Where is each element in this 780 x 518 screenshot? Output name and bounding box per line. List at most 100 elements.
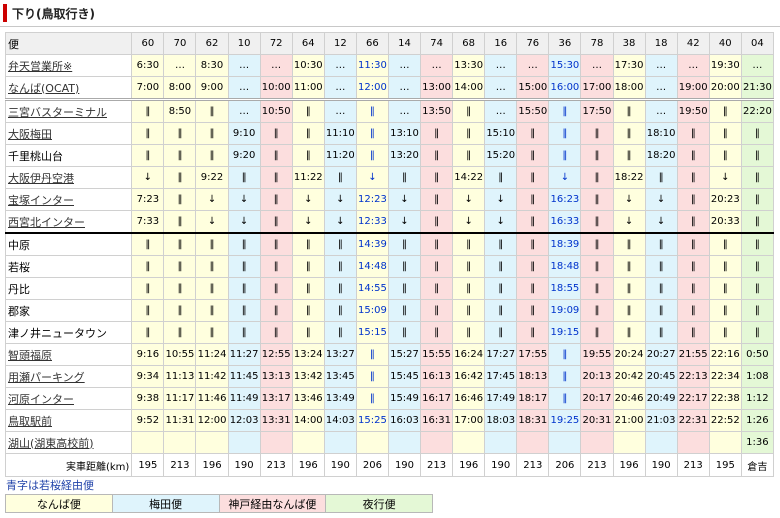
time-cell: ‖ [452, 255, 486, 278]
time-cell: 20:45 [644, 365, 678, 388]
time-cell: ‖ [227, 166, 261, 189]
time-cell: 17:30 [612, 54, 646, 77]
time-cell: ‖ [676, 122, 710, 145]
time-cell: ↓ [548, 166, 582, 189]
station-name[interactable]: 大阪伊丹空港 [4, 166, 133, 189]
distance-cell: 196 [452, 453, 486, 477]
distance-cell: 195 [708, 453, 742, 477]
time-cell: 14:55 [355, 277, 389, 300]
time-cell: 13:17 [259, 387, 293, 410]
header-label: 便 [4, 32, 133, 55]
time-cell: 1:08 [740, 365, 775, 388]
time-cell: 12:03 [227, 409, 261, 432]
time-cell: 18:55 [548, 277, 582, 300]
station-name[interactable]: 弁天営業所※ [4, 54, 133, 77]
time-cell: 7:00 [131, 76, 165, 101]
distance-cell: 206 [548, 453, 582, 477]
time-cell: 16:13 [420, 365, 454, 388]
station-name: 郡家 [4, 299, 133, 322]
time-cell [131, 431, 165, 454]
time-cell: ‖ [195, 277, 229, 300]
time-cell: 18:31 [516, 409, 550, 432]
time-cell: 10:50 [259, 99, 293, 123]
bus-number-70: 70 [163, 32, 197, 55]
time-cell [676, 431, 710, 454]
time-cell: 17:27 [484, 343, 518, 366]
time-cell: 9:20 [227, 144, 261, 167]
time-cell: 16:31 [420, 409, 454, 432]
time-cell: 17:00 [452, 409, 486, 432]
distance-cell: 196 [195, 453, 229, 477]
time-cell: 17:50 [580, 99, 614, 123]
time-cell: 18:20 [644, 144, 678, 167]
time-cell: 19:50 [676, 99, 710, 123]
time-cell: 10:00 [259, 76, 293, 101]
time-cell: … [420, 54, 454, 77]
bus-number-64: 64 [291, 32, 325, 55]
station-name[interactable]: 湖山(湖東高校前) [4, 431, 133, 454]
time-cell: ‖ [452, 122, 486, 145]
time-cell: 13:49 [323, 387, 357, 410]
station-name: 若桜 [4, 255, 133, 278]
time-cell: ‖ [740, 166, 775, 189]
time-cell: ↓ [452, 188, 486, 211]
station-name[interactable]: 宝塚インター [4, 188, 133, 211]
time-cell: ‖ [163, 144, 197, 167]
station-name[interactable]: 大阪梅田 [4, 122, 133, 145]
time-cell: 20:13 [580, 365, 614, 388]
time-cell: ‖ [740, 277, 775, 300]
time-cell: ↓ [387, 210, 422, 234]
time-cell: 22:16 [708, 343, 742, 366]
time-cell: 13:42 [291, 365, 325, 388]
time-cell: 14:39 [355, 232, 389, 256]
time-cell: ↓ [291, 188, 325, 211]
station-name[interactable]: なんば(OCAT) [4, 76, 133, 101]
time-cell: ‖ [163, 122, 197, 145]
station-name[interactable]: 智頭福原 [4, 343, 133, 366]
time-cell: 13:50 [420, 99, 454, 123]
time-cell: ‖ [740, 144, 775, 167]
time-cell: ‖ [516, 232, 550, 256]
time-cell: 15:30 [548, 54, 582, 77]
time-cell: 13:00 [420, 76, 454, 101]
bus-number-36: 36 [548, 32, 582, 55]
station-name[interactable]: 鳥取駅前 [4, 409, 133, 432]
time-cell: 15:15 [355, 321, 389, 344]
station-name[interactable]: 河原インター [4, 387, 133, 410]
time-cell: ‖ [195, 255, 229, 278]
time-cell: ‖ [259, 232, 293, 256]
time-cell: ‖ [259, 210, 293, 234]
time-cell: 9:34 [131, 365, 165, 388]
time-cell: ‖ [644, 255, 678, 278]
time-cell: … [740, 54, 775, 77]
time-cell: 22:13 [676, 365, 710, 388]
time-cell: 14:48 [355, 255, 389, 278]
time-cell: ‖ [355, 122, 389, 145]
time-cell: … [484, 54, 518, 77]
time-cell: … [387, 54, 422, 77]
time-cell: ‖ [644, 321, 678, 344]
time-cell: 15:49 [387, 387, 422, 410]
time-cell: ‖ [516, 255, 550, 278]
time-cell: 9:00 [195, 76, 229, 101]
time-cell: ‖ [580, 166, 614, 189]
station-name[interactable]: 三宮バスターミナル [4, 99, 133, 123]
time-cell: ‖ [163, 188, 197, 211]
time-cell: ‖ [323, 321, 357, 344]
time-cell: ‖ [420, 321, 454, 344]
time-cell: 15:09 [355, 299, 389, 322]
table-row: 用瀬パーキング 9:34 11:13 11:42 11:45 13:13 13:42 13:4… [4, 365, 775, 388]
time-cell: … [644, 54, 678, 77]
station-name[interactable]: 西宮北インター [4, 210, 133, 234]
bus-number-14: 14 [387, 32, 422, 55]
time-cell: ‖ [323, 299, 357, 322]
time-cell: ‖ [516, 166, 550, 189]
service-legend: なんば便 梅田便 神戸経由なんば便 夜行便 [5, 494, 433, 513]
time-cell [452, 431, 486, 454]
distance-cell: 213 [259, 453, 293, 477]
time-cell: ‖ [387, 255, 422, 278]
time-cell: 11:45 [227, 365, 261, 388]
time-cell: 19:30 [708, 54, 742, 77]
time-cell [420, 431, 454, 454]
station-name[interactable]: 用瀬パーキング [4, 365, 133, 388]
